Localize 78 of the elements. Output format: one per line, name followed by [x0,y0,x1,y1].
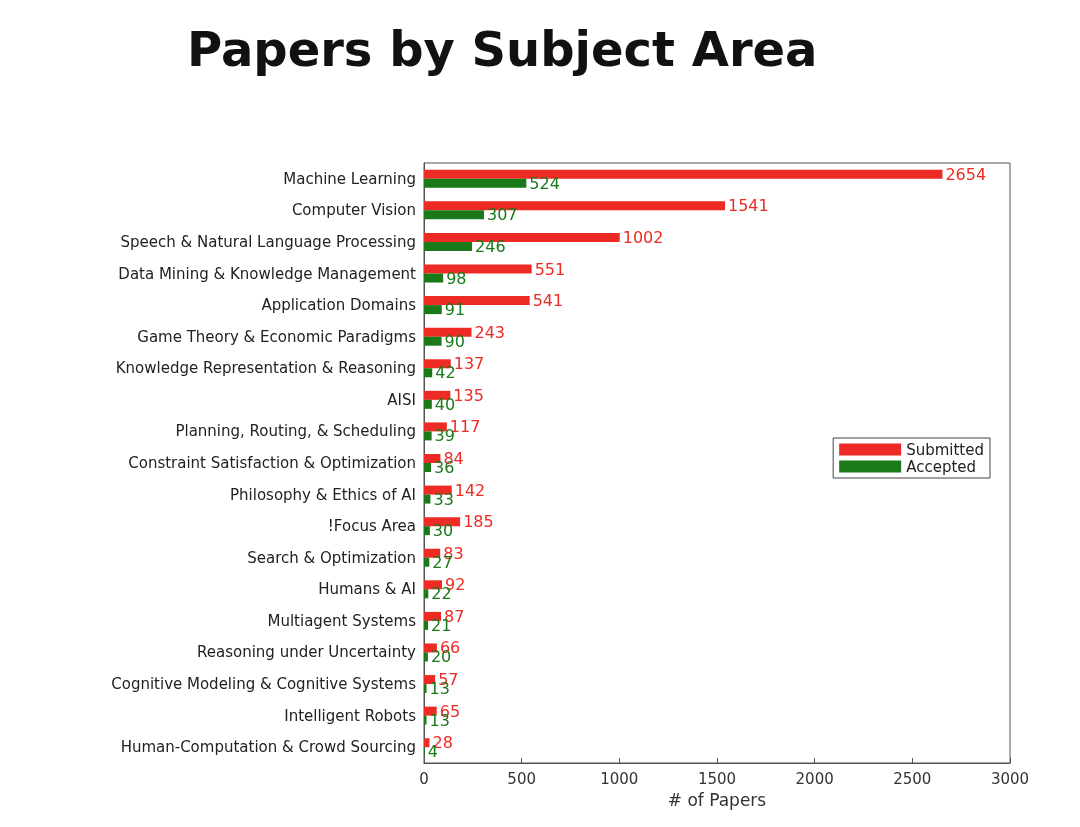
bar [424,169,943,179]
x-tick-label: 1000 [600,769,639,788]
bar [424,557,430,567]
bar [424,232,620,242]
data-label: 33 [433,489,454,509]
y-tick-label: Planning, Routing, & Scheduling [175,422,416,441]
bar [424,431,432,441]
y-tick-label: Multiagent Systems [267,611,417,630]
data-label: 551 [534,259,566,279]
x-tick-label: 0 [419,769,429,788]
data-label: 243 [474,322,506,342]
bar [424,485,452,495]
y-tick-label: Reasoning under Uncertainty [197,643,417,662]
bar [424,241,473,251]
bar [424,210,484,220]
data-label: 142 [454,480,486,500]
y-tick-label: Intelligent Robots [284,706,417,725]
y-tick-label: Computer Vision [291,201,416,220]
bar [424,526,430,536]
x-tick-label: 2500 [893,769,932,788]
y-tick-label: Cognitive Modeling & Cognitive Systems [111,675,417,694]
x-tick-label: 500 [507,769,536,788]
bar [424,715,427,725]
data-label: 91 [444,300,466,320]
bar [424,178,527,188]
data-label: 98 [446,268,467,288]
y-tick-label: Human-Computation & Crowd Sourcing [120,738,416,757]
y-tick-label: Machine Learning [283,169,416,188]
x-tick-label: 2000 [795,769,834,788]
y-tick-label: Constraint Satisfaction & Optimization [128,454,416,472]
data-label: 40 [434,394,456,414]
bar [424,494,431,504]
data-label: 137 [453,354,485,374]
legend-label: Submitted [906,440,984,459]
data-label: 90 [444,331,465,351]
y-tick-label: Application Domains [261,296,417,315]
x-axis-title: # of Papers [667,789,767,810]
bar [424,738,430,748]
bar [424,305,442,315]
data-label: 135 [453,385,484,405]
y-tick-label: Speech & Natural Language Processing [120,232,416,251]
data-label: 185 [463,512,494,532]
data-label: 307 [486,205,518,225]
bar [424,684,427,694]
y-tick-label: Data Mining & Knowledge Management [118,264,417,283]
bar [424,368,433,378]
bar [424,390,451,400]
y-tick-label: Search & Optimization [247,548,416,567]
bar [424,454,441,463]
y-tick-label: Philosophy & Ethics of AI [230,485,416,504]
bar [424,589,429,599]
data-label: 30 [432,521,454,541]
bar [424,620,429,630]
data-label: 524 [529,173,560,193]
bar [424,463,432,472]
data-label: 2654 [945,164,987,184]
bar [424,273,444,283]
data-label: 42 [435,363,456,383]
data-label: 1541 [728,196,769,216]
legend-label: Accepted [906,457,977,476]
x-tick-label: 3000 [990,769,1030,788]
y-tick-label: AISI [387,390,416,409]
chart-title: Papers by Subject Area [187,21,818,77]
bar [424,706,437,716]
bar [424,399,432,409]
bar [424,611,441,621]
data-label: 541 [532,291,564,311]
data-label: 246 [475,236,506,256]
y-tick-label: Game Theory & Economic Paradigms [137,327,417,346]
y-tick-label: Knowledge Representation & Reasoning [115,359,416,378]
y-tick-label: Humans & AI [318,580,416,599]
y-tick-label: !Focus Area [327,517,416,536]
data-label: 1002 [622,227,664,247]
bar [424,336,442,346]
bar [424,264,532,274]
bar [424,652,428,662]
x-tick-label: 1500 [697,769,737,788]
bar [424,327,472,337]
